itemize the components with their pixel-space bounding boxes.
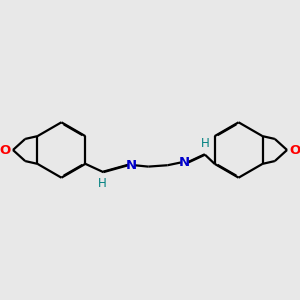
Text: N: N: [126, 159, 137, 172]
Text: O: O: [289, 143, 300, 157]
Text: N: N: [179, 156, 190, 169]
Text: H: H: [98, 177, 106, 190]
Text: O: O: [0, 143, 11, 157]
Text: H: H: [201, 136, 209, 150]
